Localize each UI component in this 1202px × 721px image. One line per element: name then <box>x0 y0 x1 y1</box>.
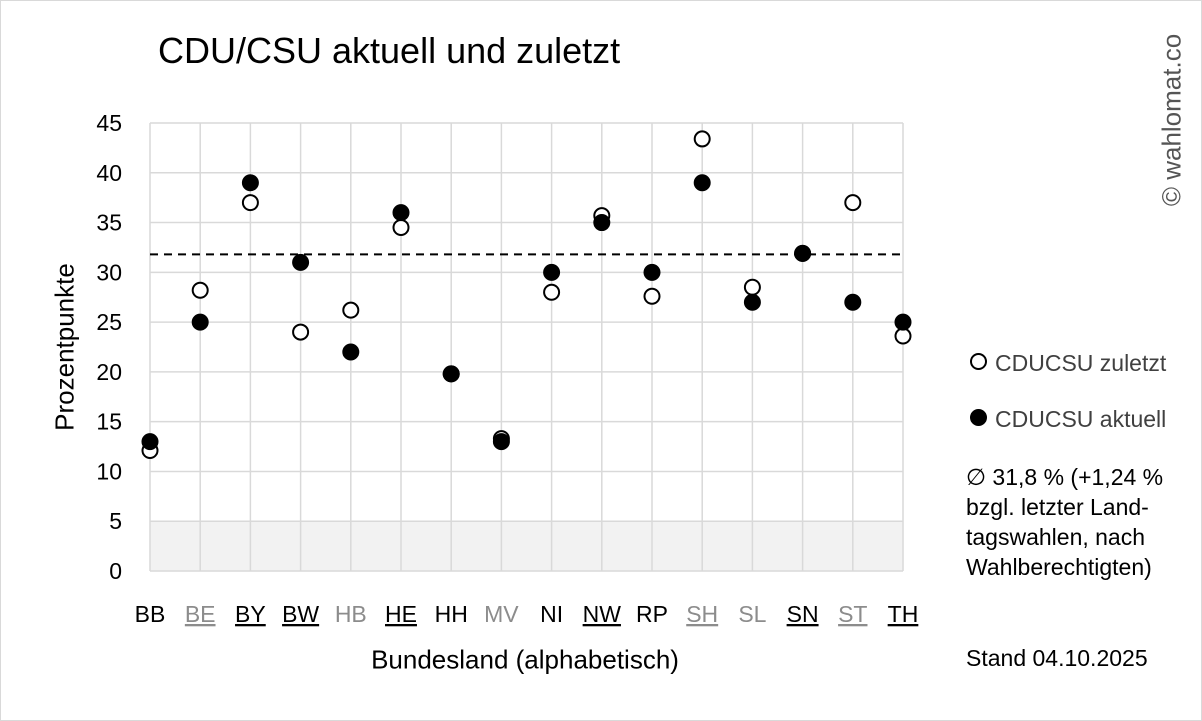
point-aktuell <box>392 204 410 222</box>
y-tick-label: 15 <box>96 409 122 435</box>
point-aktuell <box>241 174 259 192</box>
x-tick-label: BB <box>135 601 166 627</box>
point-aktuell <box>894 313 912 331</box>
point-aktuell <box>442 365 460 383</box>
point-zuletzt <box>543 283 561 301</box>
chart-title: CDU/CSU aktuell und zuletzt <box>158 30 621 71</box>
y-tick-label: 0 <box>109 558 122 584</box>
legend-label-zuletzt: CDUCSU zuletzt <box>995 350 1167 376</box>
point-zuletzt <box>894 327 912 345</box>
x-tick-label: BE <box>185 601 216 627</box>
shaded-band <box>150 521 903 571</box>
legend-label-aktuell: CDUCSU aktuell <box>995 406 1167 432</box>
x-tick-label: TH <box>888 601 919 627</box>
open-circle-icon <box>970 353 987 370</box>
point-zuletzt <box>643 287 661 305</box>
point-zuletzt <box>191 281 209 299</box>
x-tick-label: BW <box>282 601 319 627</box>
point-zuletzt <box>342 301 360 319</box>
y-tick-label: 40 <box>96 160 122 186</box>
point-aktuell <box>844 293 862 311</box>
legend-item-aktuell: CDUCSU aktuell <box>970 406 1166 433</box>
y-axis-label: Prozentpunkte <box>49 263 80 431</box>
x-tick-label: MV <box>484 601 519 627</box>
legend-item-zuletzt: CDUCSU zuletzt <box>970 350 1166 377</box>
point-zuletzt <box>392 219 410 237</box>
point-zuletzt <box>743 278 761 296</box>
point-aktuell <box>492 433 510 451</box>
y-tick-label: 5 <box>109 508 122 534</box>
x-tick-label: ST <box>838 601 867 627</box>
point-aktuell <box>794 244 812 262</box>
x-tick-label: HB <box>335 601 367 627</box>
y-tick-label: 10 <box>96 458 122 484</box>
point-aktuell <box>342 343 360 361</box>
x-tick-label: SN <box>787 601 819 627</box>
y-tick-label: 25 <box>96 309 122 335</box>
point-aktuell <box>693 174 711 192</box>
y-tick-label: 20 <box>96 359 122 385</box>
y-tick-label: 35 <box>96 210 122 236</box>
point-aktuell <box>593 214 611 232</box>
x-tick-label: NI <box>540 601 563 627</box>
stand-date: Stand 04.10.2025 <box>966 645 1148 671</box>
point-zuletzt <box>292 323 310 341</box>
y-tick-label: 30 <box>96 259 122 285</box>
x-tick-label: SL <box>738 601 766 627</box>
point-aktuell <box>292 253 310 271</box>
point-aktuell <box>191 313 209 331</box>
x-tick-label: HE <box>385 601 417 627</box>
point-zuletzt <box>241 194 259 212</box>
point-aktuell <box>743 293 761 311</box>
point-aktuell <box>141 433 159 451</box>
y-tick-label: 45 <box>96 110 122 136</box>
x-axis-label: Bundesland (alphabetisch) <box>371 644 679 675</box>
x-tick-label: NW <box>583 601 622 627</box>
point-aktuell <box>543 263 561 281</box>
average-note: ∅ 31,8 % (+1,24 % bzgl. letzter Land- ta… <box>966 464 1164 580</box>
point-aktuell <box>643 263 661 281</box>
point-zuletzt <box>844 194 862 212</box>
point-zuletzt <box>693 130 711 148</box>
x-tick-label: RP <box>636 601 668 627</box>
filled-circle-icon <box>970 409 987 426</box>
x-tick-label: BY <box>235 601 266 627</box>
x-tick-label: SH <box>686 601 718 627</box>
x-tick-label: HH <box>435 601 468 627</box>
